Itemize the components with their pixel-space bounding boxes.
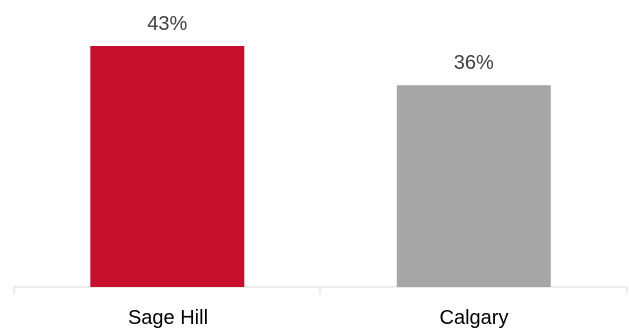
data-label-calgary: 36% <box>454 52 494 74</box>
bar-series <box>90 46 551 287</box>
data-labels: 43% 36% <box>147 13 494 74</box>
bar-calgary <box>396 85 551 287</box>
bar-sage-hill <box>90 46 245 287</box>
category-label-calgary: Calgary <box>440 307 509 329</box>
data-label-sage-hill: 43% <box>147 13 187 35</box>
category-label-sage-hill: Sage Hill <box>128 307 208 329</box>
